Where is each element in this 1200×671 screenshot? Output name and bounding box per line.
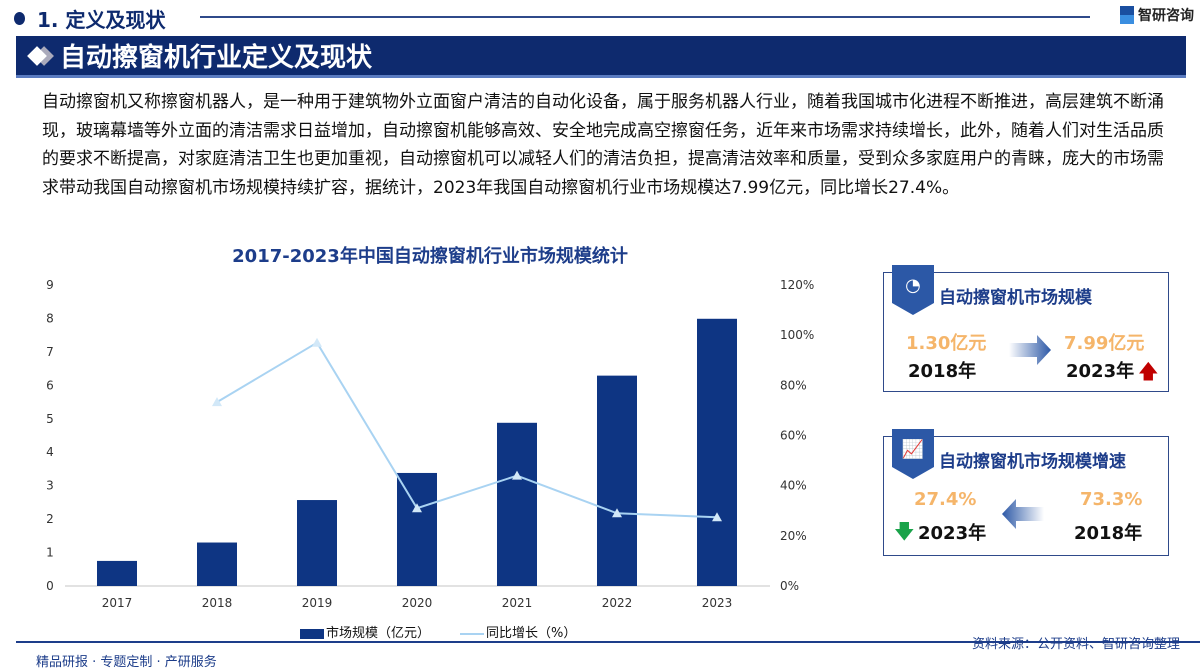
divider (200, 16, 1090, 18)
bar-2018 (197, 542, 237, 586)
arrow-up-icon: 🡅 (1138, 359, 1159, 383)
right-tick-label: 0% (780, 579, 799, 593)
to-year: 2023年 (1066, 361, 1135, 382)
growth-chart-icon: 📈 (892, 429, 934, 479)
arrow-right-icon (1009, 335, 1051, 365)
left-tick-label: 1 (46, 546, 54, 560)
chart-title: 2017-2023年中国自动擦窗机行业市场规模统计 (232, 246, 628, 267)
to-year: 2023年 (918, 523, 987, 544)
bar-2023 (697, 318, 737, 586)
x-tick-label: 2021 (502, 596, 533, 610)
right-tick-label: 80% (780, 378, 807, 392)
legend-bar: 市场规模（亿元） (300, 622, 430, 641)
logo-icon (1120, 6, 1134, 24)
banner: 自动擦窗机行业定义及现状 (16, 36, 1186, 78)
legend-label: 同比增长（%） (486, 626, 577, 641)
market-size-card: ◔ 自动擦窗机市场规模 1.30亿元 2018年 7.99亿元 2023年 🡅 (883, 265, 1169, 392)
section-title: 1. 定义及现状 (37, 8, 166, 32)
bar-2020 (397, 472, 437, 586)
x-tick-label: 2020 (402, 596, 433, 610)
intro-paragraph: 自动擦窗机又称擦窗机器人，是一种用于建筑物外立面窗户清洁的自动化设备，属于服务机… (42, 92, 1164, 198)
chart-legend: 市场规模（亿元） 同比增长（%） (300, 622, 576, 641)
bullet-icon (14, 12, 25, 25)
growth-line (216, 341, 718, 519)
line-swatch (460, 632, 485, 635)
arrow-down-icon: 🡇 (894, 519, 915, 543)
growth-rate-card: 📈 自动擦窗机市场规模增速 27.4% 🡇 2023年 73.3% 2018年 (883, 429, 1169, 556)
right-tick-label: 40% (780, 479, 807, 493)
left-tick-label: 4 (46, 445, 54, 459)
left-tick-label: 5 (46, 412, 54, 426)
from-value: 1.30亿元 (906, 333, 987, 354)
x-tick-label: 2019 (302, 596, 333, 610)
banner-title: 自动擦窗机行业定义及现状 (60, 43, 373, 73)
left-tick-label: 8 (46, 311, 54, 325)
arrow-left-icon (1002, 499, 1044, 529)
card-title: 自动擦窗机市场规模 (939, 288, 1092, 308)
right-tick-label: 100% (780, 328, 814, 342)
source-note: 资料来源：公开资料、智研咨询整理 (971, 637, 1180, 652)
left-tick-label: 6 (46, 378, 54, 392)
divider (16, 641, 1200, 643)
growth-point (312, 337, 322, 347)
combo-chart: 0 1 2 3 4 5 6 7 8 9 0% 20% 40% 60% 80% 100% 120% 2017 2018… (46, 278, 814, 610)
x-tick-label: 2022 (602, 596, 633, 610)
right-tick-label: 20% (780, 529, 807, 543)
right-tick-label: 120% (780, 278, 814, 292)
growth-point (512, 470, 522, 480)
left-tick-label: 9 (46, 278, 54, 292)
left-tick-label: 0 (46, 579, 54, 593)
growth-point (712, 512, 722, 522)
from-year: 2018年 (908, 361, 977, 382)
from-value: 73.3% (1080, 489, 1143, 510)
left-tick-label: 2 (46, 512, 54, 526)
x-tick-label: 2018 (202, 596, 233, 610)
footer-slogan: 精品研报 · 专题定制 · 产研服务 (36, 655, 217, 670)
bar-2019 (297, 500, 337, 586)
right-tick-label: 60% (780, 429, 807, 443)
bar-2022 (597, 375, 637, 586)
x-tick-label: 2023 (702, 596, 733, 610)
growth-point (412, 503, 422, 513)
to-value: 27.4% (914, 489, 977, 510)
bar-2017 (97, 560, 137, 586)
chart-pie-icon: ◔ (892, 265, 934, 315)
section-heading: 1. 定义及现状 (14, 4, 165, 33)
growth-point (212, 397, 222, 407)
logo: 智研咨询 (1120, 5, 1194, 25)
bar-swatch (300, 628, 324, 639)
bar-2021 (497, 422, 537, 586)
growth-point (612, 508, 622, 518)
to-value: 7.99亿元 (1064, 333, 1145, 354)
x-tick-label: 2017 (102, 596, 133, 610)
diamond-icon (27, 45, 47, 66)
legend-line: 同比增长（%） (460, 622, 576, 641)
left-tick-label: 3 (46, 479, 54, 493)
logo-text: 智研咨询 (1138, 8, 1194, 24)
legend-label: 市场规模（亿元） (326, 626, 431, 641)
left-tick-label: 7 (46, 345, 54, 359)
card-title: 自动擦窗机市场规模增速 (939, 452, 1126, 472)
from-year: 2018年 (1074, 523, 1143, 544)
